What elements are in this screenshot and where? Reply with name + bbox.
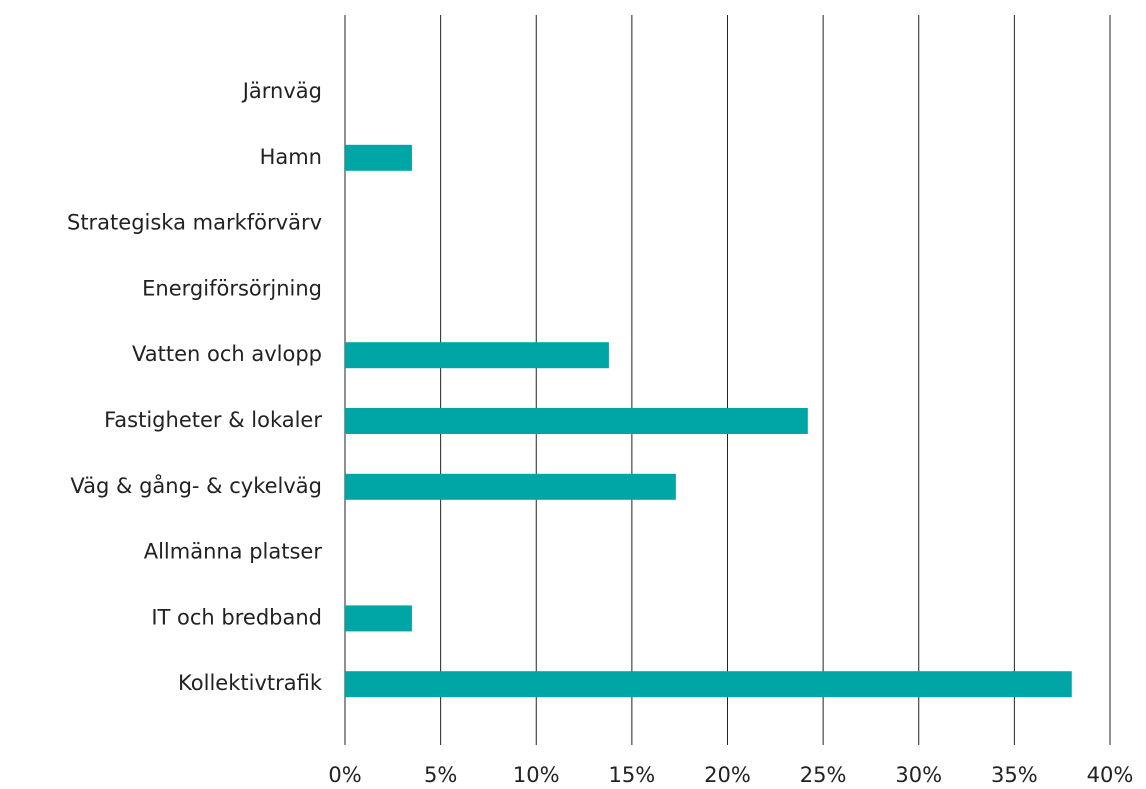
x-tick-label: 25%: [800, 763, 847, 787]
bar: [345, 342, 609, 369]
y-tick-label: Strategiska markförvärv: [67, 211, 322, 235]
y-tick-label: IT och bredband: [151, 605, 322, 629]
bar: [345, 408, 808, 434]
y-tick-label: Hamn: [260, 145, 322, 169]
y-tick-label: Fastigheter & lokaler: [104, 408, 322, 432]
bar: [345, 671, 1072, 698]
y-tick-label: Energiförsörjning: [142, 276, 322, 300]
y-tick-label: Allmänna platser: [144, 540, 323, 564]
bar: [345, 605, 412, 632]
x-tick-label: 40%: [1087, 763, 1134, 787]
y-tick-label: Kollektivtrafik: [178, 671, 323, 695]
y-tick-label: Järnväg: [241, 79, 322, 103]
y-tick-label: Vatten och avlopp: [132, 342, 322, 366]
y-tick-label: Väg & gång- & cykelväg: [70, 473, 322, 498]
x-tick-label: 15%: [609, 763, 656, 787]
x-tick-label: 30%: [895, 763, 942, 787]
bar: [345, 144, 412, 171]
x-tick-label: 20%: [704, 763, 751, 787]
x-tick-label: 35%: [991, 763, 1038, 787]
x-tick-label: 10%: [513, 763, 560, 787]
bar: [345, 473, 676, 500]
x-tick-label: 0%: [328, 763, 361, 787]
x-tick-label: 5%: [424, 763, 457, 787]
